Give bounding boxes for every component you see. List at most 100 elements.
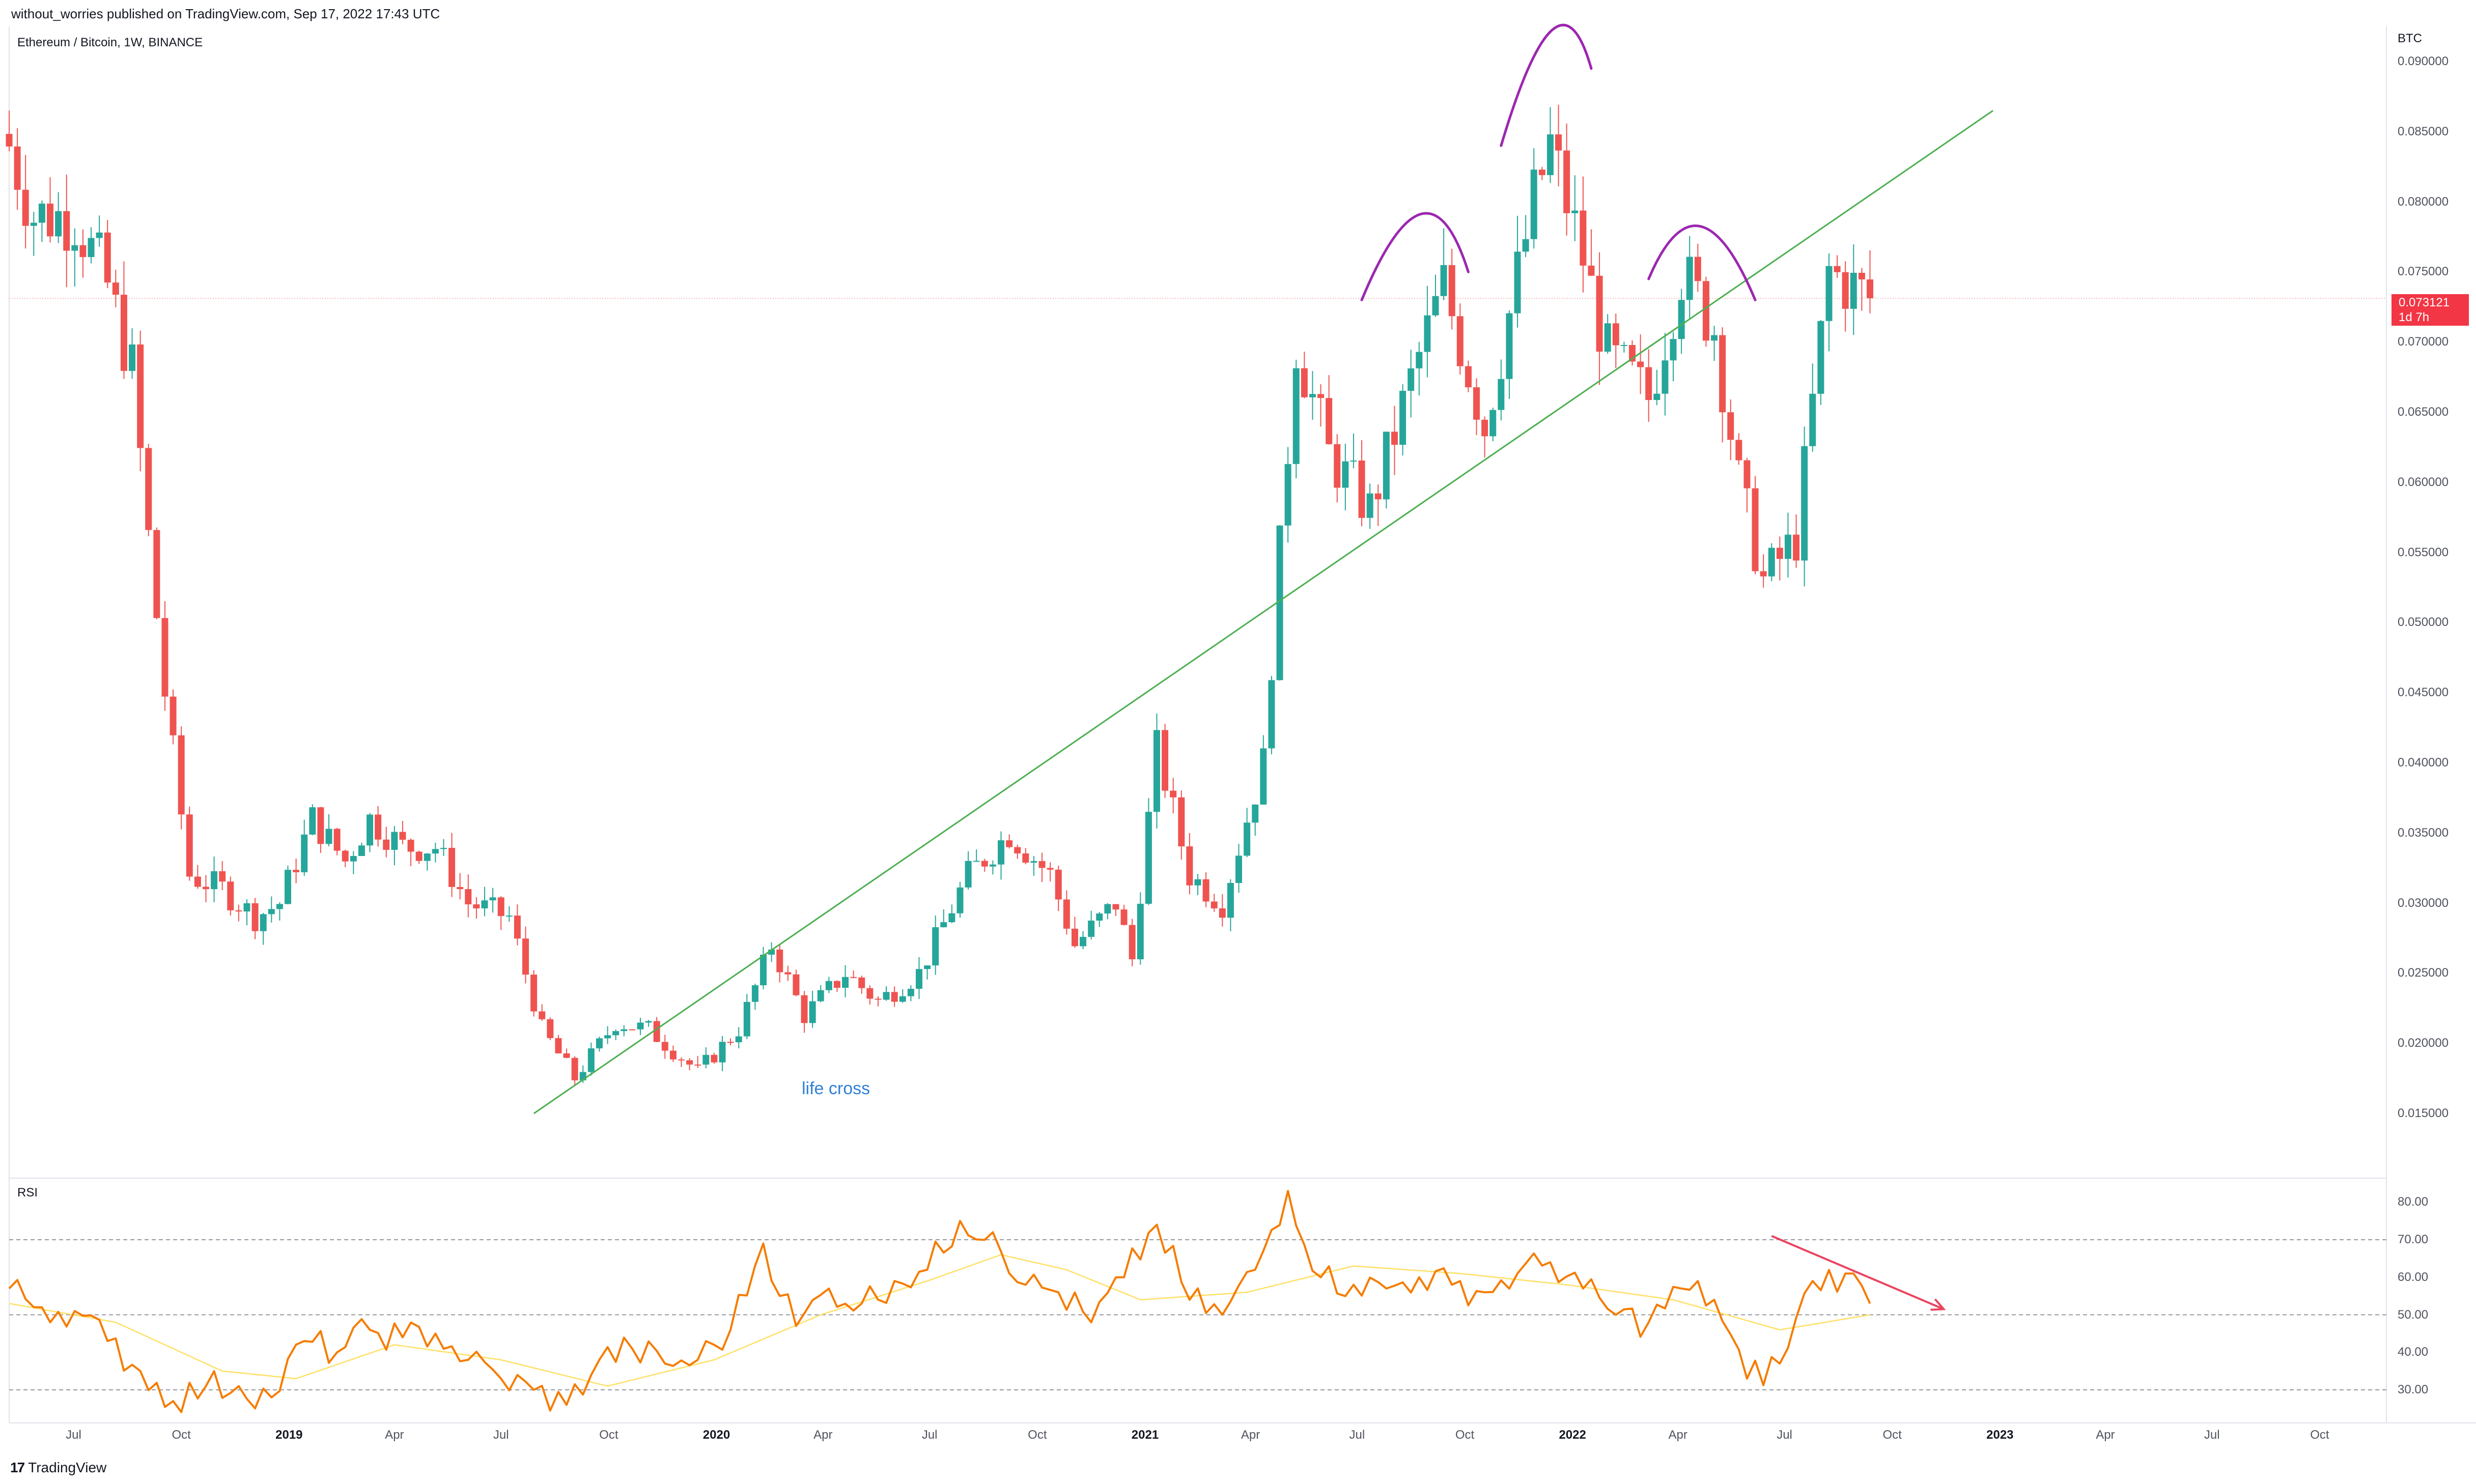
candle-up (842, 977, 849, 988)
candle-down (79, 245, 87, 258)
candle-up (1104, 904, 1111, 914)
candle-up (1292, 368, 1300, 464)
candle-up (1399, 390, 1406, 445)
candle-up (1284, 464, 1291, 526)
candle-up (1670, 339, 1677, 361)
candle-up (899, 996, 906, 1002)
candle-up (612, 1031, 620, 1036)
candle-down (1473, 387, 1480, 420)
candle-up (1530, 169, 1537, 239)
candle-down (1456, 316, 1464, 366)
candle-down (801, 995, 808, 1023)
candle-down (6, 134, 13, 147)
candle-up (998, 840, 1005, 865)
candle-down (1391, 432, 1398, 445)
price-tick-label: 0.015000 (2398, 1106, 2449, 1120)
price-tick-label: 0.025000 (2398, 966, 2449, 980)
candle-up (1506, 313, 1513, 379)
rsi-ma-line (9, 1254, 1870, 1387)
trendline-drawing (533, 110, 1993, 1115)
candle-up (1383, 432, 1390, 500)
candle-down (1047, 868, 1054, 870)
candle-up (1825, 266, 1833, 321)
rsi-tick-label: 80.00 (2398, 1195, 2429, 1209)
candle-down (1112, 904, 1119, 910)
candle-down (342, 850, 349, 862)
candle-down (448, 848, 456, 887)
month-tick-label: Apr (1241, 1428, 1260, 1442)
rsi-panel-label: RSI (17, 1186, 38, 1200)
candle-down (1612, 323, 1619, 346)
rsi-line (8, 1190, 1871, 1413)
candle-down (776, 949, 783, 973)
candle-down (530, 975, 538, 1012)
candle-down (522, 938, 529, 975)
candle-up (268, 909, 275, 915)
candle-down (555, 1038, 562, 1053)
candle-up (1620, 345, 1627, 346)
candle-up (285, 870, 292, 904)
candle-down (170, 696, 177, 735)
candle-down (1170, 790, 1177, 797)
candle-down (1637, 361, 1644, 367)
candles-group (6, 104, 1873, 1086)
candle-up (1498, 379, 1505, 410)
candle-down (1752, 488, 1759, 572)
candle-up (1080, 936, 1087, 947)
candle-up (940, 922, 947, 927)
footer-brand[interactable]: 17 TradingView (10, 1460, 106, 1476)
life-cross-annotation[interactable]: life cross (802, 1079, 870, 1098)
last-price-value: 0.073121 (2399, 296, 2450, 309)
month-tick-label: Jul (1777, 1428, 1792, 1442)
candle-down (1317, 394, 1325, 398)
candle-down (669, 1050, 677, 1060)
candle-down (653, 1021, 660, 1042)
candle-down (784, 972, 792, 975)
candle-down (145, 448, 152, 530)
candle-down (104, 232, 111, 283)
candle-up (243, 903, 250, 912)
candle-down (563, 1053, 570, 1058)
candle-down (1776, 548, 1783, 559)
candle-up (1252, 804, 1259, 823)
candle-up (817, 990, 824, 1002)
candle-up (505, 916, 513, 917)
chart-title: Ethereum / Bitcoin, 1W, BINANCE (17, 36, 203, 49)
candle-up (55, 211, 62, 237)
candle-down (1588, 265, 1595, 276)
candle-up (1546, 134, 1554, 176)
candle-down (112, 282, 119, 295)
candle-down (47, 204, 54, 237)
candle-up (924, 965, 931, 969)
candle-down (1326, 398, 1333, 444)
candle-down (547, 1019, 554, 1038)
candle-down (186, 814, 193, 877)
candle-down (629, 1029, 636, 1031)
candle-down (1202, 879, 1209, 902)
month-tick-label: Oct (1028, 1428, 1047, 1442)
candle-down (1358, 460, 1365, 518)
price-tick-label: 0.070000 (2398, 335, 2449, 349)
candle-up (1227, 882, 1234, 918)
price-tick-label: 0.055000 (2398, 545, 2449, 559)
candle-up (1440, 265, 1447, 296)
bar-countdown: 1d 7h (2399, 310, 2430, 324)
candle-down (194, 876, 201, 887)
candle-up (440, 848, 447, 849)
left-shoulder-arc (1360, 212, 1470, 301)
price-tick-label: 0.060000 (2398, 475, 2449, 489)
price-tick-label: 0.090000 (2398, 54, 2449, 68)
candle-down (1743, 460, 1751, 489)
candle-up (1522, 239, 1529, 252)
candle-down (375, 814, 382, 840)
candle-down (14, 146, 21, 190)
candle-down (1006, 840, 1013, 847)
candle-down (1162, 730, 1169, 791)
candle-up (1194, 879, 1201, 886)
price-tick-label: 0.040000 (2398, 755, 2449, 769)
candle-up (1662, 360, 1669, 394)
candle-up (702, 1054, 710, 1065)
candle-down (1702, 281, 1709, 341)
candle-up (825, 981, 832, 990)
